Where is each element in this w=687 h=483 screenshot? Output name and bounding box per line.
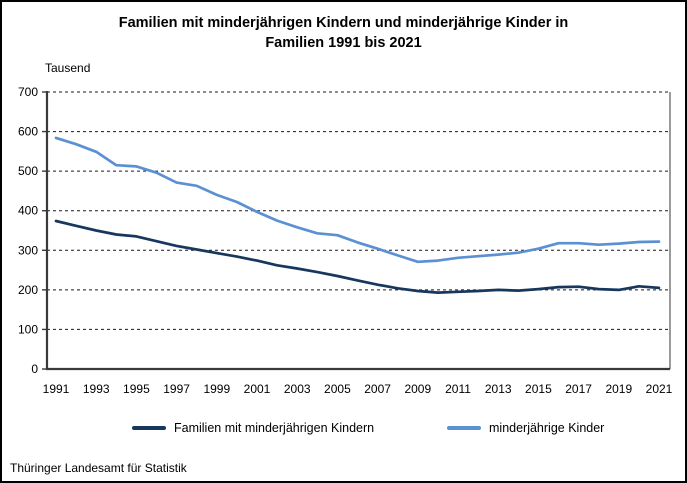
x-axis-label: 2013 xyxy=(485,382,512,396)
x-axis-label: 2011 xyxy=(445,382,471,396)
series-line-familien xyxy=(54,219,661,294)
y-axis-label: 700 xyxy=(18,85,38,99)
y-axis-label: 300 xyxy=(18,243,38,257)
legend-item-familien: Familien mit minderjährigen Kindern xyxy=(132,419,374,437)
chart-title-line1: Familien mit minderjährigen Kindern und … xyxy=(118,15,569,31)
chart-legend: Familien mit minderjährigen Kindern mind… xyxy=(2,419,685,437)
x-axis-label: 1991 xyxy=(43,382,70,396)
y-axis-unit-label: Tausend xyxy=(45,61,91,75)
x-axis-label: 2005 xyxy=(324,382,351,396)
x-axis-label: 1999 xyxy=(203,382,230,396)
x-axis-label: 1993 xyxy=(83,382,110,396)
x-axis-label: 2021 xyxy=(646,382,673,396)
legend-line-sample-familien xyxy=(132,426,166,430)
x-axis-label: 2009 xyxy=(404,382,431,396)
source-attribution: Thüringer Landesamt für Statistik xyxy=(10,461,187,475)
y-axis-label: 0 xyxy=(31,362,38,376)
x-axis-label: 2007 xyxy=(364,382,391,396)
x-axis-label: 1995 xyxy=(123,382,150,396)
y-axis-label: 100 xyxy=(18,322,38,336)
legend-line-sample-kinder xyxy=(447,426,481,430)
x-axis-label: 2017 xyxy=(565,382,592,396)
chart-title-line2: Familien 1991 bis 2021 xyxy=(265,35,422,51)
y-axis-label: 400 xyxy=(18,204,38,218)
y-axis-label: 600 xyxy=(18,125,38,139)
chart-title: Familien mit minderjährigen Kindern und … xyxy=(2,13,685,53)
y-axis-label: 500 xyxy=(18,164,38,178)
series-line-kinder xyxy=(54,136,661,264)
x-axis-label: 2003 xyxy=(284,382,311,396)
y-axis-label: 200 xyxy=(18,283,38,297)
x-axis-label: 2015 xyxy=(525,382,552,396)
x-axis-label: 2001 xyxy=(244,382,271,396)
legend-item-kinder: minderjährige Kinder xyxy=(447,419,604,437)
legend-label-familien: Familien mit minderjährigen Kindern xyxy=(174,421,375,435)
x-axis-label: 1997 xyxy=(163,382,190,396)
legend-label-kinder: minderjährige Kinder xyxy=(489,421,605,435)
x-axis-label: 2019 xyxy=(605,382,632,396)
